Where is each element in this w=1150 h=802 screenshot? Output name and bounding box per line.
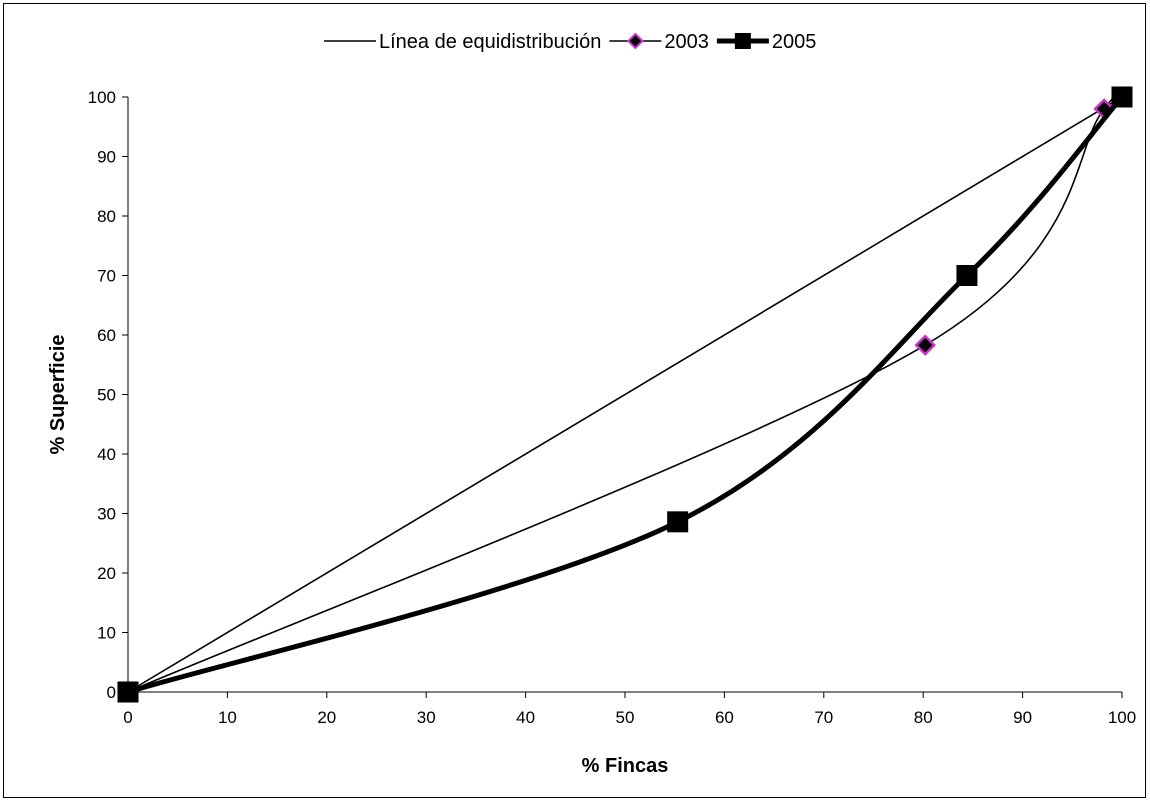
series-line — [127, 96, 1123, 693]
x-tick-label: 70 — [814, 708, 833, 727]
data-point-diamond — [914, 334, 936, 356]
legend-marker-square — [734, 33, 751, 49]
x-tick-label: 0 — [123, 708, 132, 727]
x-tick-label: 60 — [715, 708, 734, 727]
data-point-square — [117, 681, 139, 703]
x-tick-label: 20 — [317, 708, 336, 727]
legend-item: Línea de equidistribución — [324, 31, 601, 53]
y-tick-label: 30 — [97, 505, 116, 524]
x-tick-label: 90 — [1013, 708, 1032, 727]
series-line — [127, 95, 1124, 695]
y-tick-label: 100 — [88, 88, 116, 107]
legend-label: 2005 — [772, 31, 817, 53]
x-axis-title: % Fincas — [582, 755, 669, 777]
series-layer — [117, 86, 1133, 703]
y-tick-label: 90 — [97, 148, 116, 167]
legend-label: Línea de equidistribución — [379, 31, 601, 53]
y-tick-label: 20 — [97, 564, 116, 583]
series-line — [127, 86, 1126, 693]
y-tick-label: 0 — [107, 683, 116, 702]
chart-frame — [3, 3, 1146, 798]
x-tick-label: 80 — [914, 708, 933, 727]
axes: 0 10 20 30 40 50 60 70 80 90 100 0 10 20 30 40 50 60 70 80 9… — [88, 88, 1137, 727]
y-axis-title: % Superficie — [47, 334, 69, 454]
legend-label: 2003 — [664, 31, 709, 53]
y-tick-label: 70 — [97, 267, 116, 286]
series-1 — [127, 96, 1123, 693]
x-tick-label: 10 — [218, 708, 237, 727]
y-tick-label: 80 — [97, 207, 116, 226]
series-3 — [117, 86, 1133, 703]
y-tick-label: 50 — [97, 386, 116, 405]
x-tick-label: 50 — [616, 708, 635, 727]
legend-item: 2005 — [716, 31, 817, 53]
legend-marker-diamond — [626, 32, 644, 50]
y-tick-label: 60 — [97, 326, 116, 345]
x-tick-label: 40 — [516, 708, 535, 727]
legend: Línea de equidistribución 2003 2005 — [324, 31, 816, 53]
data-point-square — [956, 265, 978, 286]
x-tick-label: 30 — [417, 708, 436, 727]
x-tick-label: 100 — [1108, 708, 1136, 727]
data-point-square — [1111, 86, 1133, 108]
y-tick-label: 40 — [97, 445, 116, 464]
legend-item: 2003 — [609, 31, 709, 53]
data-point-square — [667, 511, 689, 533]
y-tick-label: 10 — [97, 624, 116, 643]
